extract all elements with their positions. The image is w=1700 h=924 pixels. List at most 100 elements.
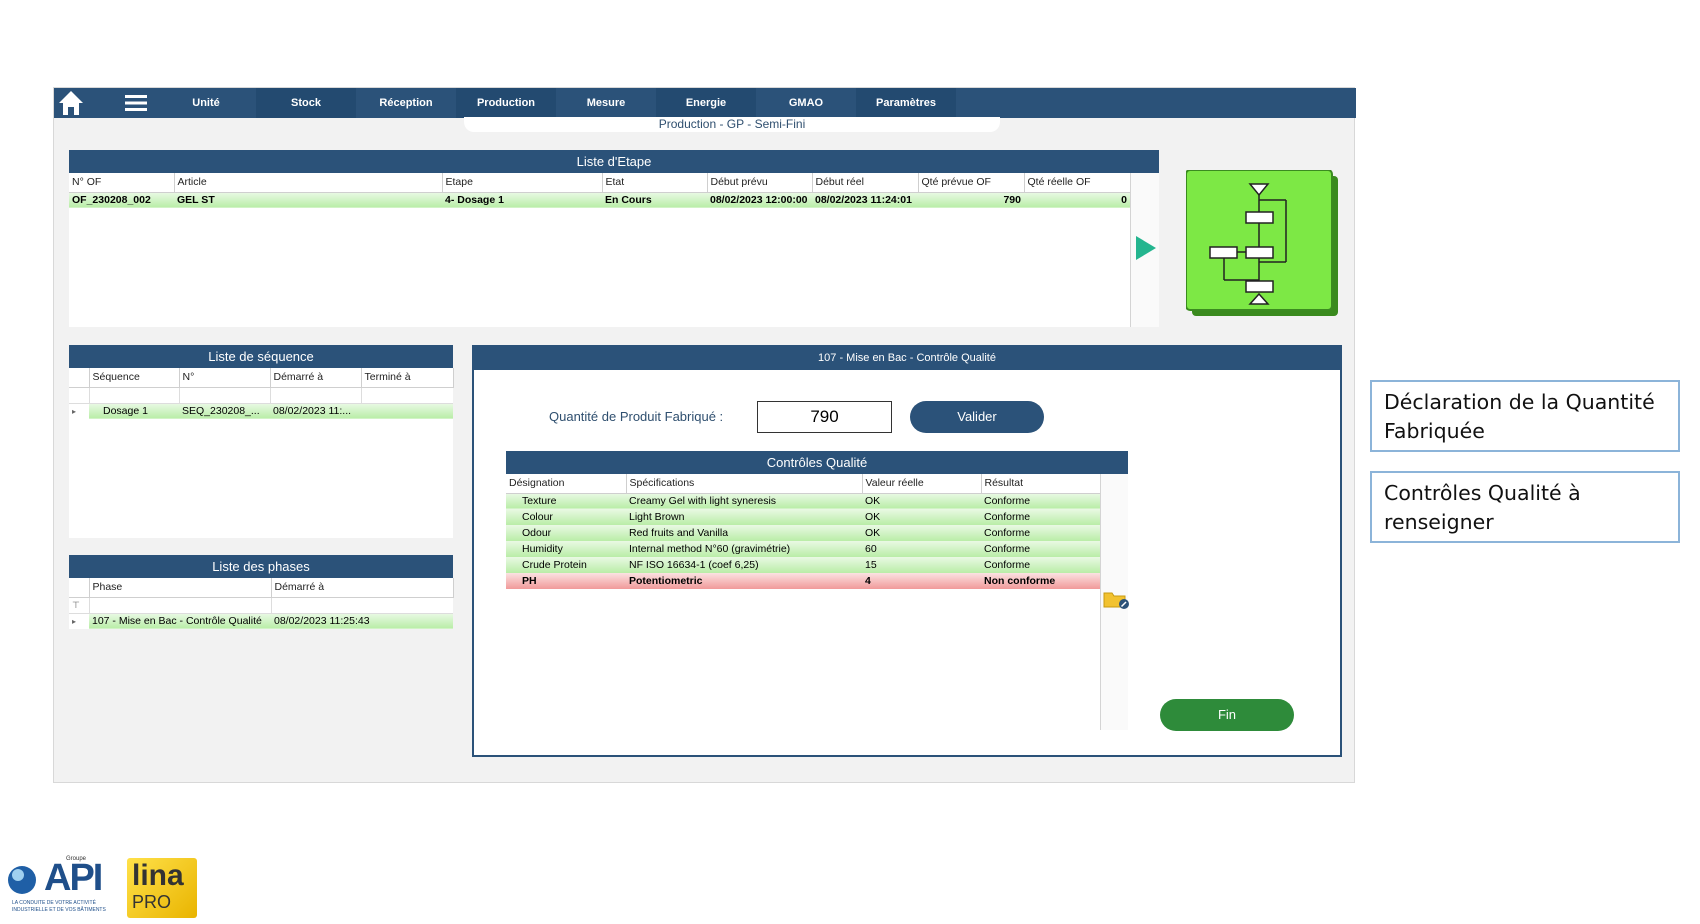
phases-table: Phase Démarré à ⊤ ▸ 107 - Mise en Bac - … <box>69 578 454 629</box>
play-arrow-icon[interactable] <box>1135 235 1157 261</box>
qc-side-rail <box>1100 474 1129 730</box>
nav-item-production[interactable]: Production <box>456 88 556 118</box>
cell-phase: 107 - Mise en Bac - Contrôle Qualité <box>89 613 271 629</box>
cell-specification: Creamy Gel with light syneresis <box>626 493 862 509</box>
nav-item-mesure[interactable]: Mesure <box>586 97 626 109</box>
nav-item-parametres[interactable]: Paramètres <box>856 88 956 118</box>
top-navigation-bar: Unité Stock Réception Production Mesure … <box>54 88 1356 118</box>
qc-table: Désignation Spécifications Valeur réelle… <box>506 474 1101 589</box>
nav-item-stock[interactable]: Stock <box>256 88 356 118</box>
cell-designation: Odour <box>506 525 626 541</box>
api-logo-text: API <box>44 857 103 899</box>
row-selector-header <box>69 578 90 598</box>
col-header-phase[interactable]: Phase <box>89 578 272 598</box>
col-header-demarre[interactable]: Démarré à <box>271 578 454 598</box>
expand-arrow-icon[interactable]: ▸ <box>69 613 89 629</box>
filter-row[interactable] <box>69 387 453 404</box>
col-header-qte-prevue[interactable]: Qté prévue OF <box>918 173 1025 193</box>
filter-cell[interactable] <box>89 387 180 404</box>
quantity-input[interactable] <box>757 401 892 433</box>
cell-resultat: Conforme <box>981 541 1100 557</box>
table-row[interactable]: Crude Protein NF ISO 16634-1 (coef 6,25) 1… <box>506 557 1100 573</box>
sequence-list-header: Liste de séquence <box>69 345 453 368</box>
sequence-table-header-row: Séquence N° Démarré à Terminé à <box>69 368 454 388</box>
api-globe-icon <box>8 866 36 894</box>
etape-table-header-row: N° OF Article Etape Etat Début prévu Déb… <box>69 173 1131 193</box>
col-header-sequence[interactable]: Séquence <box>89 368 180 388</box>
filter-cell[interactable] <box>69 387 90 404</box>
cell-debut-reel: 08/02/2023 11:24:01 <box>812 192 918 208</box>
nav-item-gmao[interactable]: GMAO <box>788 97 824 109</box>
col-header-specifications[interactable]: Spécifications <box>626 474 863 494</box>
folder-edit-icon[interactable] <box>1103 588 1129 610</box>
home-icon[interactable] <box>56 88 86 118</box>
quantity-label: Quantité de Produit Fabriqué : <box>549 409 724 424</box>
cell-specification: Internal method N°60 (gravimétrie) <box>626 541 862 557</box>
nav-item-unite[interactable]: Unité <box>192 97 220 109</box>
table-row[interactable]: Colour Light Brown OK Conforme <box>506 509 1100 525</box>
col-header-etat[interactable]: Etat <box>602 173 708 193</box>
filter-cell[interactable] <box>179 387 271 404</box>
col-header-valeur[interactable]: Valeur réelle <box>862 474 982 494</box>
valider-button[interactable]: Valider <box>910 401 1044 433</box>
table-row[interactable]: Texture Creamy Gel with light syneresis OK… <box>506 493 1100 509</box>
page-title: Production - GP - Semi-Fini <box>464 117 1000 132</box>
cell-of: OF_230208_002 <box>69 192 174 208</box>
col-header-numero[interactable]: N° <box>179 368 271 388</box>
etape-side-rail <box>1130 173 1159 327</box>
sequence-table: Séquence N° Démarré à Terminé à ▸ Dosage… <box>69 368 454 419</box>
qc-table-panel: Désignation Spécifications Valeur réelle… <box>506 474 1129 730</box>
table-row[interactable]: OF_230208_002 GEL ST 4- Dosage 1 En Cour… <box>69 192 1130 208</box>
hamburger-menu-icon[interactable] <box>124 93 148 113</box>
col-header-of[interactable]: N° OF <box>69 173 175 193</box>
table-row[interactable]: ▸ 107 - Mise en Bac - Contrôle Qualité 0… <box>69 613 453 629</box>
filter-icon[interactable]: ⊤ <box>69 597 90 614</box>
cell-designation: Humidity <box>506 541 626 557</box>
flowchart-tile[interactable] <box>1185 169 1338 316</box>
col-header-designation[interactable]: Désignation <box>506 474 627 494</box>
fin-button[interactable]: Fin <box>1160 699 1294 731</box>
cell-valeur: OK <box>862 493 981 509</box>
cell-valeur: 60 <box>862 541 981 557</box>
filter-row[interactable]: ⊤ <box>69 597 453 614</box>
nav-item-reception[interactable]: Réception <box>379 97 433 109</box>
table-row[interactable]: Odour Red fruits and Vanilla OK Conforme <box>506 525 1100 541</box>
table-row[interactable]: Humidity Internal method N°60 (gravimétri… <box>506 541 1100 557</box>
lina-pro-text: PRO <box>132 892 172 912</box>
table-row[interactable]: PH Potentiometric 4 Non conforme <box>506 573 1100 589</box>
expand-arrow-icon[interactable]: ▸ <box>69 403 89 419</box>
api-groupe-text: Groupe <box>66 856 87 862</box>
filter-cell[interactable] <box>361 387 453 404</box>
col-header-article[interactable]: Article <box>174 173 443 193</box>
col-header-qte-reelle[interactable]: Qté réelle OF <box>1024 173 1131 193</box>
cell-resultat: Conforme <box>981 493 1100 509</box>
cell-qte-prevue: 790 <box>918 192 1024 208</box>
col-header-debut-prevu[interactable]: Début prévu <box>707 173 813 193</box>
filter-cell[interactable] <box>270 387 362 404</box>
cell-designation: Crude Protein <box>506 557 626 573</box>
cell-specification: Potentiometric <box>626 573 862 589</box>
cell-resultat: Conforme <box>981 557 1100 573</box>
etape-list-header: Liste d'Etape <box>69 150 1159 173</box>
cell-resultat: Conforme <box>981 509 1100 525</box>
phases-list-panel: Phase Démarré à ⊤ ▸ 107 - Mise en Bac - … <box>69 578 454 629</box>
col-header-demarre[interactable]: Démarré à <box>270 368 362 388</box>
api-tagline-2: INDUSTRIELLE ET DE VOS BÂTIMENTS <box>12 907 106 913</box>
filter-cell[interactable] <box>271 597 453 614</box>
etape-list-panel: N° OF Article Etape Etat Début prévu Déb… <box>69 173 1159 327</box>
cell-etape: 4- Dosage 1 <box>442 192 602 208</box>
col-header-debut-reel[interactable]: Début réel <box>812 173 919 193</box>
cell-specification: NF ISO 16634-1 (coef 6,25) <box>626 557 862 573</box>
lina-logo-text: lina <box>132 859 184 892</box>
phases-table-header-row: Phase Démarré à <box>69 578 454 598</box>
cell-article: GEL ST <box>174 192 442 208</box>
table-row[interactable]: ▸ Dosage 1 SEQ_230208_... 08/02/2023 11:… <box>69 403 453 419</box>
flowchart-icon <box>1185 169 1338 316</box>
col-header-resultat[interactable]: Résultat <box>981 474 1101 494</box>
cell-resultat: Conforme <box>981 525 1100 541</box>
cell-specification: Light Brown <box>626 509 862 525</box>
col-header-termine[interactable]: Terminé à <box>361 368 454 388</box>
nav-item-energie[interactable]: Energie <box>656 88 756 118</box>
filter-cell[interactable] <box>89 597 272 614</box>
col-header-etape[interactable]: Etape <box>442 173 603 193</box>
